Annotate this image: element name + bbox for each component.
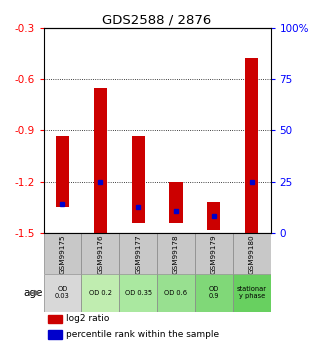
Bar (119, 274, 157, 312)
Bar (132, 136, 145, 223)
Text: OD 0.6: OD 0.6 (165, 290, 188, 296)
Bar (195, 274, 233, 312)
Bar (233, 233, 271, 274)
Text: GSM99178: GSM99178 (173, 234, 179, 274)
Text: stationar
y phase: stationar y phase (237, 286, 267, 299)
Text: GSM99179: GSM99179 (211, 234, 217, 274)
Text: OD 0.35: OD 0.35 (125, 290, 152, 296)
Bar (48, 330, 62, 338)
Bar (207, 202, 220, 230)
Text: OD
0.03: OD 0.03 (55, 286, 70, 299)
Bar (48, 315, 62, 323)
Bar (56, 136, 69, 207)
Text: GSM99180: GSM99180 (249, 234, 255, 274)
Bar (157, 233, 195, 274)
Text: OD 0.2: OD 0.2 (89, 290, 112, 296)
Bar (81, 233, 119, 274)
Bar (44, 274, 81, 312)
Bar (81, 274, 119, 312)
Text: percentile rank within the sample: percentile rank within the sample (66, 330, 219, 339)
Bar (233, 274, 271, 312)
Bar (195, 233, 233, 274)
Bar (94, 88, 107, 233)
Title: GDS2588 / 2876: GDS2588 / 2876 (102, 13, 212, 27)
Bar (169, 182, 183, 223)
Bar (44, 233, 81, 274)
Text: GSM99177: GSM99177 (135, 234, 141, 274)
Bar (157, 274, 195, 312)
Text: OD
0.9: OD 0.9 (209, 286, 219, 299)
Bar (245, 58, 258, 233)
Text: GSM99176: GSM99176 (97, 234, 103, 274)
Text: age: age (23, 288, 43, 298)
Text: GSM99175: GSM99175 (59, 234, 65, 274)
Text: log2 ratio: log2 ratio (66, 314, 109, 323)
Bar (119, 233, 157, 274)
